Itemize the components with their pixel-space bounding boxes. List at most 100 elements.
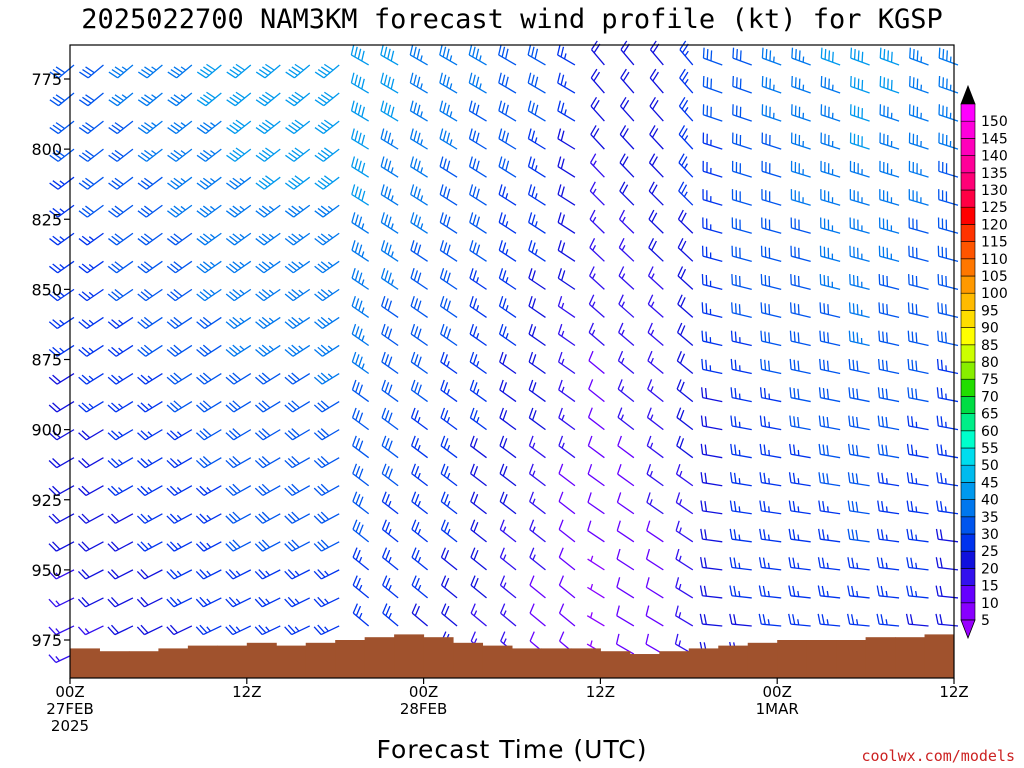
wind-barb [587, 435, 605, 459]
wind-barb [352, 463, 370, 487]
wind-barb [907, 387, 929, 403]
wind-barb [528, 240, 546, 262]
wind-barb [78, 485, 104, 497]
wind-barb [48, 401, 75, 413]
colorbar-tick-label: 70 [981, 389, 999, 405]
wind-barb [589, 181, 605, 206]
wind-barb [469, 379, 487, 403]
wind-barb [137, 457, 163, 469]
wind-barb [78, 176, 104, 190]
wind-barb [196, 63, 222, 79]
wind-barb [196, 288, 222, 302]
terrain-segment [600, 651, 631, 678]
wind-barb [702, 47, 723, 66]
wind-barb [879, 75, 900, 94]
wind-barb [49, 64, 75, 79]
wind-barb [382, 603, 399, 627]
wind-barb [791, 47, 811, 66]
x-tick-label: 1MAR [756, 700, 799, 718]
wind-barb [314, 119, 340, 135]
wind-barb [166, 569, 193, 580]
wind-barb [440, 351, 458, 375]
wind-barb [352, 575, 370, 599]
wind-barb [528, 268, 546, 290]
terrain-segment [865, 637, 896, 678]
wind-barb [254, 511, 281, 524]
wind-barb [760, 274, 782, 291]
wind-barb [557, 72, 576, 94]
wind-barb [469, 351, 487, 375]
wind-barb [48, 485, 75, 497]
wind-barb [284, 372, 311, 385]
wind-barb [469, 212, 487, 234]
wind-barb [528, 463, 546, 487]
colorbar-tick-label: 5 [981, 613, 990, 629]
wind-barb [759, 415, 782, 431]
wind-barb [314, 316, 340, 329]
wind-barb [701, 330, 723, 347]
wind-barb [848, 358, 870, 375]
wind-barb [647, 379, 664, 403]
wind-barb [618, 322, 635, 346]
wind-barb [107, 429, 134, 441]
colorbar-tick-label: 30 [981, 527, 999, 543]
wind-barb [645, 605, 664, 627]
x-axis-label: Forecast Time (UTC) [377, 735, 648, 764]
wind-barb [820, 75, 841, 94]
wind-barb [284, 511, 311, 524]
wind-barb [439, 128, 458, 150]
credit-link[interactable]: coolwx.com/models [861, 747, 1015, 765]
wind-barb [196, 344, 222, 357]
wind-barb [527, 100, 546, 122]
wind-barb [701, 245, 723, 262]
wind-barb [529, 491, 546, 515]
wind-barb [527, 128, 546, 150]
wind-barb [938, 47, 959, 66]
colorbar-tick-label: 90 [981, 321, 999, 337]
wind-barb [645, 633, 664, 655]
wind-barb [936, 387, 959, 403]
wind-barb [380, 184, 399, 206]
wind-barb [136, 541, 163, 552]
wind-barb [352, 491, 370, 515]
wind-barb [817, 557, 841, 571]
wind-barb [78, 120, 104, 135]
wind-barb [166, 260, 193, 274]
wind-barb [702, 160, 723, 178]
wind-barb [195, 485, 222, 497]
wind-barb [529, 547, 546, 571]
wind-barb [499, 463, 517, 487]
wind-barb [107, 485, 134, 497]
wind-barb [590, 125, 605, 150]
wind-barb [850, 75, 870, 94]
wind-barb [729, 528, 752, 543]
wind-barb [877, 358, 900, 375]
wind-barb [645, 577, 664, 599]
wind-barb [469, 240, 487, 262]
wind-barb [78, 316, 104, 330]
colorbar-swatch [960, 361, 976, 380]
wind-barb [819, 274, 841, 291]
wind-barb [620, 68, 635, 94]
wind-barb [409, 72, 428, 94]
wind-barb [790, 217, 811, 234]
wind-barb [166, 541, 193, 552]
wind-barb [284, 260, 311, 274]
wind-barb [167, 204, 193, 218]
wind-barb [759, 472, 782, 487]
wind-barb [760, 245, 782, 262]
wind-barb [351, 379, 370, 403]
wind-barb [678, 125, 694, 150]
wind-barb [314, 344, 340, 357]
wind-barb [759, 387, 782, 403]
wind-barb [732, 75, 752, 94]
wind-barb [380, 44, 399, 66]
wind-barb [410, 156, 428, 178]
wind-barb [877, 415, 900, 431]
wind-barb [470, 603, 487, 627]
wind-barb [615, 633, 635, 655]
wind-barb [789, 415, 811, 431]
wind-barb [906, 585, 929, 599]
wind-barb [648, 181, 664, 206]
wind-barb [846, 613, 870, 627]
